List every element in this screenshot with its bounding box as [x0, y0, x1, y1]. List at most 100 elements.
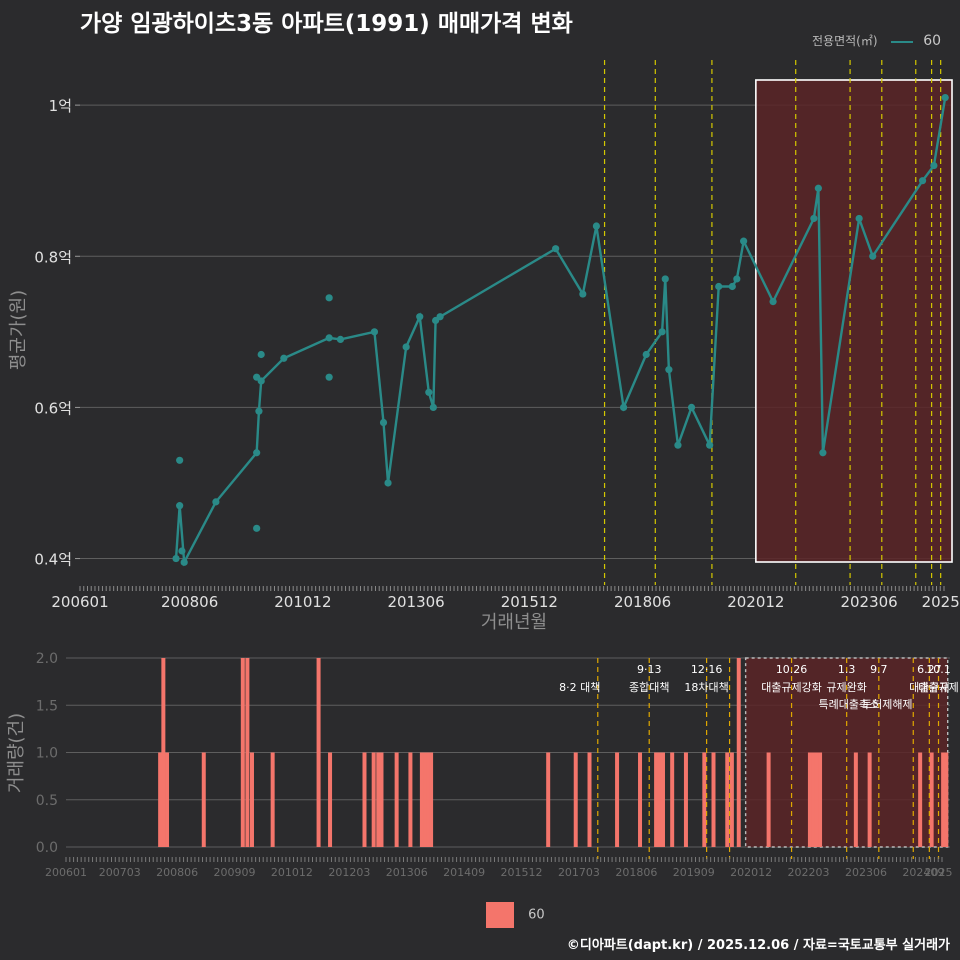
policy-name-label: 대출규제강화: [761, 681, 822, 694]
volume-bar: [657, 752, 662, 847]
volume-bar: [379, 752, 384, 847]
policy-name-label: 대출규제: [909, 681, 949, 694]
price-point: [579, 290, 587, 298]
volume-bar: [683, 752, 688, 847]
x-tick-label: 202203: [788, 866, 830, 879]
volume-bar: [807, 752, 812, 847]
highlight-region: [755, 79, 953, 563]
volume-bar: [426, 752, 431, 847]
x-tick-label: 201306: [386, 866, 428, 879]
x-tick-label: 201909: [673, 866, 715, 879]
volume-bar: [429, 752, 434, 847]
x-tick-label: 202012: [727, 593, 784, 611]
y-tick-label: 0.6억: [34, 399, 72, 417]
y-tick-label: 1.5: [36, 698, 58, 714]
volume-bar: [423, 752, 428, 847]
price-point: [814, 184, 822, 192]
volume-bar: [729, 752, 734, 847]
price-point: [253, 373, 261, 381]
x-tick-label: 200806: [161, 593, 218, 611]
volume-bar: [918, 752, 923, 847]
legend-title: 전용면적(㎡): [812, 34, 878, 48]
price-point: [436, 313, 444, 321]
page-title: 가양 임광하이츠3동 아파트(1991) 매매가격 변화: [80, 11, 573, 37]
volume-bar: [328, 752, 333, 847]
price-point: [855, 214, 863, 223]
x-tick-label: 202409: [902, 866, 944, 879]
volume-bar: [867, 752, 872, 847]
price-point: [253, 449, 261, 457]
policy-name-label: 종합대책: [629, 681, 669, 694]
policy-name-label: 규제완화: [826, 681, 866, 694]
volume-bar: [270, 752, 275, 847]
price-point: [661, 275, 669, 283]
x-tick-label: 201806: [615, 866, 657, 879]
legend-top: 전용면적(㎡) 60: [812, 32, 941, 49]
price-point: [336, 335, 345, 343]
x-tick-label: 201012: [274, 593, 331, 611]
y-tick-label: 0.0: [36, 840, 58, 856]
policy-name-label: 대출규제: [918, 681, 958, 694]
volume-bar: [587, 752, 592, 847]
volume-bar: [419, 752, 424, 847]
price-point: [592, 222, 601, 230]
price-point: [658, 328, 666, 336]
x-tick-label: 2025: [922, 593, 960, 611]
volume-bar: [245, 658, 250, 847]
policy-name-label: 토허제해제: [862, 697, 913, 711]
price-point: [178, 547, 186, 555]
price-point: [665, 366, 673, 374]
x-tick-label: 201703: [558, 866, 600, 879]
price-point: [810, 214, 818, 223]
price-point: [325, 334, 333, 342]
policy-name-label: 특례대출축소: [818, 698, 879, 711]
price-point: [429, 403, 437, 412]
price-point: [552, 245, 560, 253]
price-point: [687, 403, 696, 412]
price-point: [253, 524, 261, 532]
volume-bar: [814, 752, 819, 847]
price-point: [619, 403, 628, 412]
footer-credit: ©디아파트(dapt.kr) / 2025.12.06 / 자료=국토교통부 실…: [566, 938, 950, 953]
price-point: [384, 479, 392, 487]
price-point: [819, 449, 827, 457]
volume-bar: [408, 752, 413, 847]
x-tick-label: 202306: [845, 866, 887, 879]
price-point: [176, 456, 184, 464]
volume-bar: [766, 752, 771, 847]
price-point: [280, 354, 288, 362]
price-point: [642, 350, 650, 359]
volume-bar: [736, 658, 741, 847]
price-point: [869, 252, 877, 260]
volume-bar: [941, 752, 946, 847]
volume-bar: [573, 752, 578, 847]
price-point: [728, 282, 736, 291]
policy-name-label: 8·2 대책: [559, 681, 600, 694]
volume-bar: [161, 658, 166, 847]
x-tick-label: 200806: [156, 866, 198, 879]
price-point: [674, 441, 682, 449]
volume-bar: [249, 752, 254, 847]
volume-bar: [818, 752, 823, 847]
policy-date-label: 9·13: [637, 663, 662, 676]
policy-date-label: 12·16: [691, 663, 723, 676]
volume-bar: [165, 752, 170, 847]
volume-bar: [240, 658, 245, 847]
policy-date-label: 6.27: [917, 663, 942, 676]
volume-bar: [944, 752, 949, 847]
volume-bar: [362, 752, 367, 847]
price-point: [416, 313, 424, 321]
volume-bar: [670, 752, 675, 847]
price-point: [941, 93, 949, 102]
volume-bar: [376, 752, 381, 847]
y-tick-label: 0.5: [36, 793, 58, 809]
price-point: [325, 294, 333, 302]
y-tick-label: 1억: [49, 97, 72, 115]
policy-date-label: 9.7: [870, 663, 888, 676]
volume-bar: [546, 752, 551, 847]
volume-bar: [158, 752, 163, 847]
x-tick-label: 200601: [45, 866, 87, 879]
y-tick-label: 2.0: [36, 651, 58, 667]
x-tick-label: 201512: [501, 866, 543, 879]
price-point: [370, 328, 379, 336]
